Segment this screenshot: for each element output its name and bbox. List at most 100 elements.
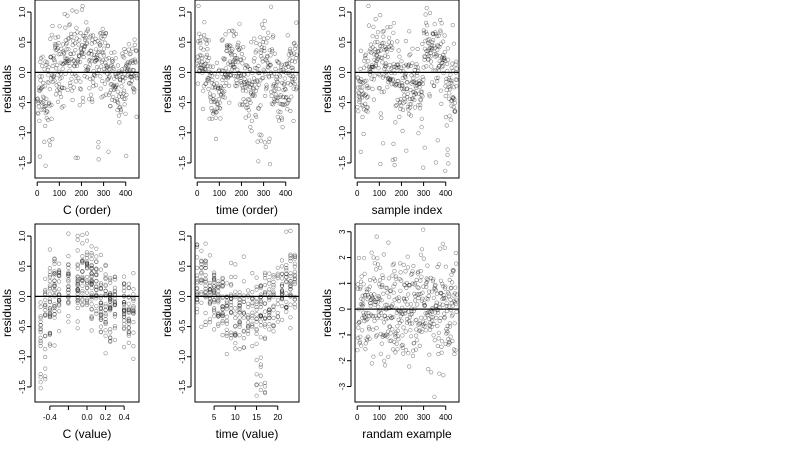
data-point [366, 23, 372, 28]
data-point [218, 93, 223, 98]
data-point [364, 78, 369, 83]
data-point [400, 75, 405, 81]
data-point [237, 73, 242, 78]
data-point [108, 103, 113, 109]
y-tick-label: 0 [338, 306, 347, 311]
data-point [429, 64, 434, 69]
data-point [271, 329, 276, 334]
data-point [252, 79, 258, 84]
data-point [439, 101, 444, 106]
data-point [47, 332, 53, 337]
data-point [398, 309, 404, 315]
data-point [93, 83, 99, 88]
data-point [75, 300, 80, 306]
data-point [56, 295, 62, 300]
data-point [377, 282, 382, 287]
data-point [389, 315, 394, 320]
data-point [99, 95, 104, 100]
data-point [412, 291, 417, 297]
data-point [80, 297, 85, 302]
data-point [66, 277, 71, 282]
data-point [237, 324, 242, 329]
data-point [371, 64, 376, 69]
data-point [366, 3, 371, 9]
data-point [388, 289, 393, 294]
data-point [39, 63, 45, 68]
data-point [288, 82, 293, 87]
data-point [109, 62, 114, 67]
data-point [393, 157, 398, 162]
x-tick-label: -0.4 [43, 413, 57, 422]
data-point [372, 52, 377, 57]
data-point [371, 327, 376, 332]
data-point [384, 332, 389, 337]
data-point [262, 316, 268, 321]
data-point [89, 291, 94, 296]
data-point [362, 256, 367, 261]
data-point [397, 320, 403, 325]
data-point [422, 302, 427, 308]
data-point [220, 304, 225, 310]
data-point [246, 324, 251, 329]
data-point [199, 261, 204, 267]
data-point [379, 55, 384, 60]
data-point [228, 62, 233, 68]
data-point [375, 39, 380, 45]
data-point [56, 298, 62, 303]
data-point [59, 46, 64, 52]
data-point [132, 42, 138, 48]
data-point [252, 93, 257, 98]
data-point [375, 316, 380, 321]
data-point [52, 278, 57, 284]
data-point [126, 306, 131, 311]
data-point [219, 92, 224, 97]
data-point [227, 72, 232, 78]
data-point [41, 95, 47, 100]
data-point [284, 229, 289, 234]
data-point [262, 390, 268, 395]
data-point [361, 310, 366, 315]
data-point [239, 83, 244, 88]
data-point [445, 147, 450, 152]
data-point [52, 282, 57, 287]
data-point [112, 302, 117, 308]
data-point [219, 89, 225, 94]
data-point [405, 316, 410, 322]
data-point [216, 284, 221, 289]
data-point [47, 300, 53, 305]
data-point [212, 297, 217, 303]
data-point [281, 87, 286, 93]
data-point [206, 78, 211, 83]
data-point [398, 261, 403, 266]
data-point [418, 252, 424, 257]
data-point [442, 316, 447, 321]
data-point [432, 22, 437, 27]
data-point [250, 296, 255, 302]
data-point [378, 351, 384, 356]
data-point [38, 323, 43, 328]
data-point [89, 262, 94, 268]
data-point [98, 315, 103, 321]
data-point [69, 88, 75, 93]
data-point [412, 97, 417, 103]
data-point [414, 317, 419, 322]
data-point [412, 298, 418, 303]
data-point [409, 311, 415, 317]
data-point [369, 65, 374, 70]
data-point [98, 301, 103, 306]
data-point [128, 51, 133, 56]
data-point [89, 278, 94, 284]
data-point [78, 87, 84, 92]
data-point [75, 287, 80, 292]
data-point [47, 314, 53, 320]
data-point [242, 66, 248, 71]
data-point [216, 310, 221, 316]
data-point [237, 21, 242, 26]
data-point [56, 273, 62, 278]
data-point [75, 274, 80, 279]
data-point [393, 330, 398, 335]
data-point [62, 60, 67, 66]
data-point [356, 321, 361, 326]
data-point [39, 100, 44, 105]
data-point [195, 290, 200, 295]
